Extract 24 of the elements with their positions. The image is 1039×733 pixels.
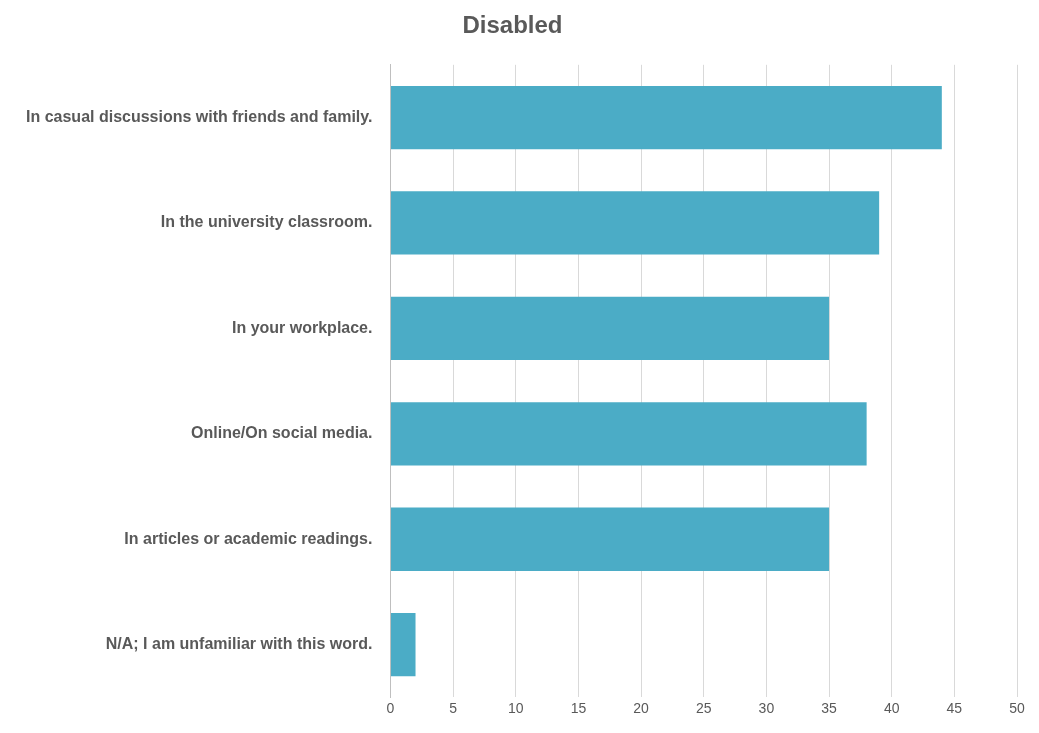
- x-tick-label: 15: [570, 699, 587, 716]
- bar: [390, 296, 830, 361]
- y-tick-label: In casual discussions with friends and family.: [25, 107, 373, 125]
- x-tick-label: 0: [386, 699, 395, 716]
- bar: [390, 507, 830, 571]
- chart-title: Disabled: [462, 11, 563, 39]
- y-tick-label: In the university classroom.: [160, 213, 373, 231]
- bar: [390, 402, 867, 466]
- x-tick-label: 30: [758, 699, 775, 716]
- y-tick-label: In your workplace.: [231, 318, 373, 336]
- bar: [390, 613, 416, 677]
- x-tick-label: 40: [883, 699, 900, 716]
- x-tick-label: 25: [695, 699, 712, 716]
- bar: [390, 85, 942, 150]
- x-tick-label: 45: [946, 699, 963, 716]
- y-tick-label: Online/On social media.: [191, 424, 373, 442]
- x-tick-label: 50: [1009, 699, 1025, 716]
- x-tick-label: 20: [633, 699, 650, 716]
- x-tick-label: 35: [821, 699, 838, 716]
- x-tick-label: 10: [507, 699, 524, 716]
- bar: [390, 191, 880, 255]
- x-tick-label: 5: [449, 699, 458, 716]
- y-tick-label: In articles or academic readings.: [124, 529, 373, 547]
- y-tick-label: N/A; I am unfamiliar with this word.: [105, 635, 373, 653]
